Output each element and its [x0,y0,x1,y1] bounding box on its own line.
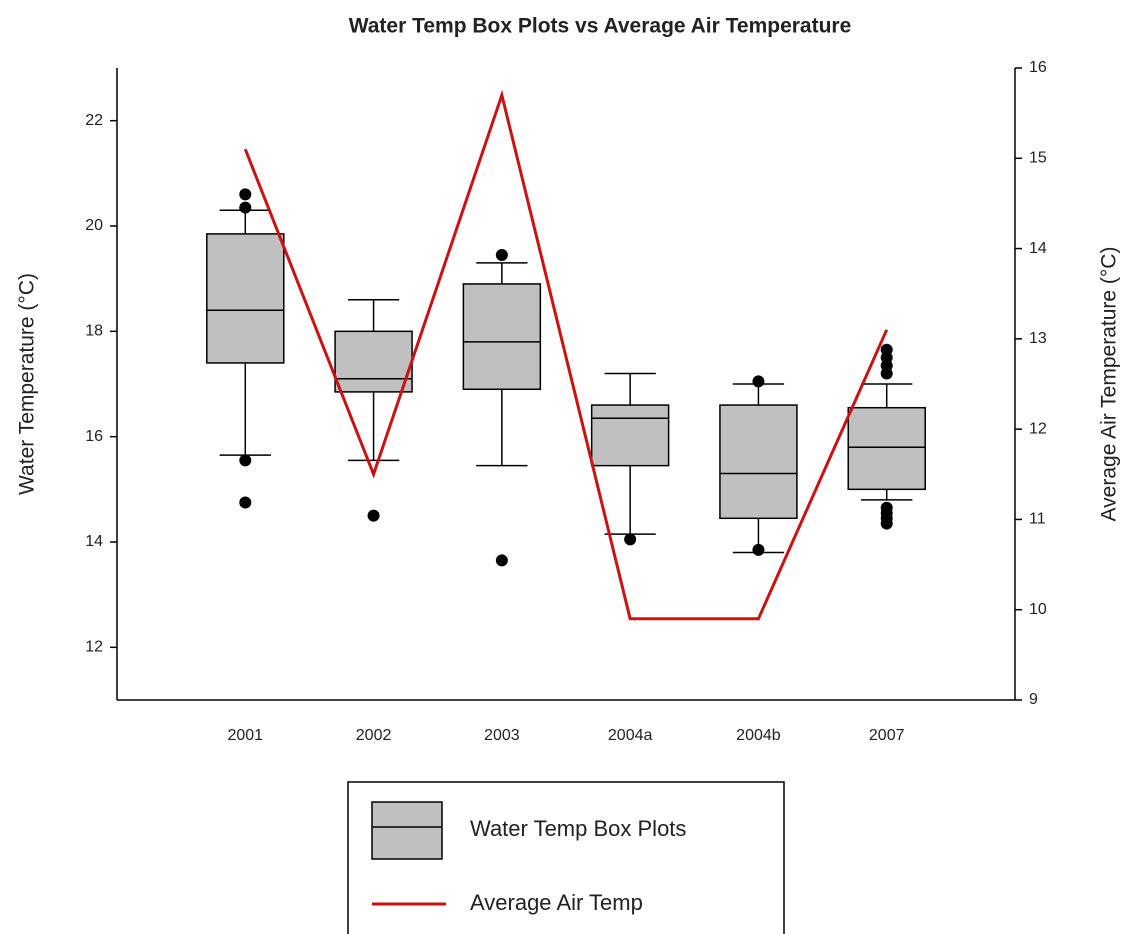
line [243,89,889,621]
x-tick-label: 2003 [484,727,520,744]
box [719,404,798,520]
legend-frame [347,781,785,934]
box [206,233,285,364]
y-tick-label: 22 [85,112,103,129]
legend-swatch [371,801,443,860]
y-tick-label: 16 [85,428,103,445]
y2-tick-label: 14 [1029,240,1047,257]
outlier [239,454,252,467]
y-tick-label: 12 [85,639,103,656]
outlier [495,248,508,261]
y-tick-label: 20 [85,217,103,234]
y2-tick-label: 15 [1029,150,1047,167]
y-tick-label: 14 [85,533,103,550]
outlier [880,343,893,356]
y2-tick-label: 9 [1029,691,1038,708]
y2-axis-title: Average Air Temperature (°C) [1098,247,1121,522]
y2-tick-label: 12 [1029,420,1047,437]
y-tick-label: 18 [85,323,103,340]
box [462,283,542,391]
outlier [880,501,893,514]
outlier [239,188,252,201]
outlier [239,201,252,214]
box [590,404,670,467]
outlier [495,554,508,567]
outlier [752,543,765,556]
chart-title: Water Temp Box Plots vs Average Air Temp… [349,15,852,38]
x-tick-label: 2004a [608,727,653,744]
y2-tick-label: 16 [1029,59,1047,76]
outlier [752,375,765,388]
x-tick-label: 2002 [356,727,392,744]
outlier [367,509,380,522]
x-tick-label: 2004b [736,727,781,744]
x-tick-label: 2007 [869,727,905,744]
outlier [239,496,252,509]
legend-label: Average Air Temp [470,890,643,915]
box [334,330,413,393]
x-tick-label: 2001 [227,727,263,744]
box [847,406,926,491]
y2-tick-label: 11 [1029,511,1046,528]
y2-tick-label: 10 [1029,601,1047,618]
y-axis-title: Water Temperature (°C) [16,273,39,495]
outlier [624,533,637,546]
legend-label: Water Temp Box Plots [470,816,686,841]
y2-tick-label: 13 [1029,330,1047,347]
